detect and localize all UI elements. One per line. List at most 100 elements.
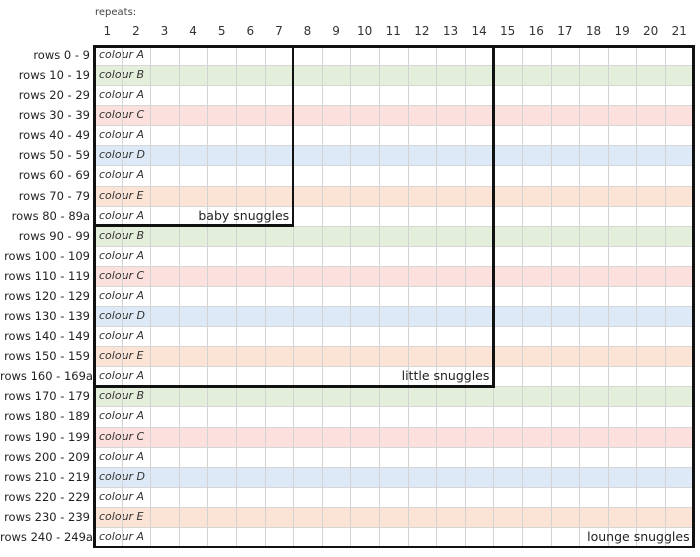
row-label: rows 70 - 79 [18, 188, 90, 203]
row-label: rows 220 - 229 [4, 489, 90, 504]
colour-cell: colour B [99, 389, 145, 403]
grid-hline [93, 245, 694, 247]
repeat-number: 19 [614, 24, 630, 38]
row-band [93, 406, 694, 427]
grid-hline [93, 225, 694, 227]
row-label: rows 210 - 219 [4, 469, 90, 484]
row-band [93, 105, 694, 126]
row-band [93, 506, 694, 527]
repeat-number: 9 [332, 24, 340, 38]
grid-hline [93, 366, 694, 368]
grid-hline [93, 105, 694, 107]
repeats-label: repeats: [95, 7, 137, 18]
grid-hline [93, 145, 694, 147]
row-label: rows 20 - 29 [18, 88, 90, 103]
colour-cell: colour A [99, 489, 145, 503]
row-label: rows 150 - 159 [4, 349, 90, 364]
repeat-number: 12 [414, 24, 430, 38]
grid-hline [93, 406, 694, 408]
row-band [93, 65, 694, 86]
colour-cell: colour A [99, 288, 145, 302]
row-label: rows 230 - 239 [4, 509, 90, 524]
grid-hline [93, 426, 694, 428]
row-band [93, 185, 694, 206]
row-band [93, 326, 694, 347]
row-band [93, 125, 694, 146]
row-label: rows 90 - 99 [18, 228, 90, 243]
row-band [93, 346, 694, 367]
repeat-number: 7 [275, 24, 283, 38]
grid-hline [93, 65, 694, 67]
grid-vline [522, 45, 523, 547]
colour-cell: colour A [99, 529, 145, 543]
row-label: rows 100 - 109 [4, 248, 90, 263]
repeat-number: 10 [357, 24, 373, 38]
grid-vline [321, 45, 323, 547]
row-label: rows 180 - 189 [4, 409, 90, 424]
grid-vline [407, 45, 409, 547]
repeat-number: 15 [500, 24, 516, 38]
repeat-number: 6 [246, 24, 255, 38]
row-label: rows 240 - 249a [0, 529, 93, 544]
row-label: rows 10 - 19 [18, 68, 90, 83]
grid-vline [150, 45, 152, 547]
repeat-number: 1 [103, 24, 112, 38]
colour-cell: colour A [99, 449, 145, 463]
grid-hline [93, 265, 694, 267]
colour-cell: colour A [99, 48, 145, 61]
section-label: baby snuggles [198, 207, 290, 223]
grid-hline [93, 446, 694, 448]
grid-hline [93, 205, 694, 207]
row-band [93, 205, 694, 226]
row-label: rows 60 - 69 [18, 168, 90, 183]
repeat-number: 11 [385, 24, 401, 38]
colour-cell: colour A [99, 409, 145, 423]
section-label: lounge snuggles [587, 528, 690, 544]
row-label: rows 130 - 139 [4, 309, 90, 324]
colour-cell: colour B [99, 228, 145, 242]
repeat-number: 21 [671, 24, 687, 38]
row-label: rows 200 - 209 [4, 449, 90, 464]
section-box-bottom [93, 385, 494, 388]
grid-vline [436, 45, 438, 547]
colour-cell: colour A [99, 168, 145, 182]
row-band [93, 426, 694, 447]
grid-hline [93, 306, 694, 308]
repeat-number: 8 [303, 24, 312, 38]
colour-cell: colour E [99, 188, 144, 202]
repeat-number: 5 [217, 24, 226, 38]
section-label: little snuggles [401, 368, 490, 384]
row-band [93, 165, 694, 186]
grid-vline [464, 45, 466, 547]
grid-hline [93, 466, 694, 468]
section-box-bottom [93, 545, 694, 549]
section-box-top [93, 45, 694, 48]
row-band [93, 306, 694, 327]
row-label: rows 110 - 119 [4, 268, 90, 283]
colour-cell: colour B [99, 68, 145, 82]
colour-cell: colour A [99, 329, 145, 343]
repeat-number: 13 [442, 24, 459, 38]
grid-hline [93, 285, 694, 287]
row-label: rows 160 - 169a [0, 369, 93, 384]
row-band [93, 225, 694, 246]
repeat-number: 18 [585, 24, 602, 38]
row-band [93, 145, 694, 166]
grid-vline [236, 45, 237, 547]
grid-hline [93, 165, 694, 167]
grid-hline [93, 506, 694, 508]
row-band [93, 486, 694, 507]
section-box-right [492, 45, 495, 388]
colour-cell: colour E [99, 349, 144, 363]
colour-cell: colour A [99, 208, 145, 222]
section-box-right [291, 45, 295, 227]
row-band [93, 245, 694, 266]
grid-vline [350, 45, 352, 547]
repeat-number: 14 [471, 24, 487, 38]
grid-vline [264, 45, 266, 547]
grid-vline [636, 45, 638, 547]
repeat-number: 20 [643, 24, 659, 38]
row-label: rows 30 - 39 [18, 108, 90, 123]
colour-cell: colour A [99, 88, 145, 102]
grid-vline [379, 45, 380, 547]
